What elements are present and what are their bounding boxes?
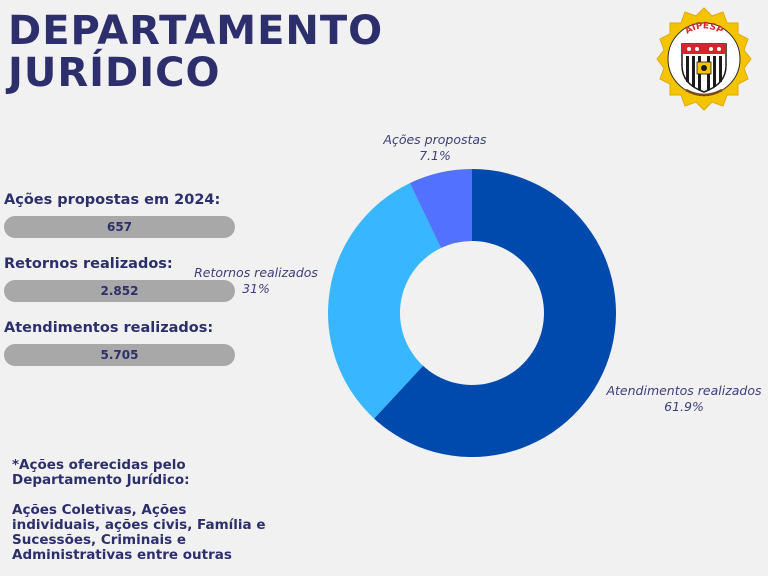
stat-value: 2.852 — [4, 280, 235, 302]
page-title-line2: JURÍDICO — [8, 50, 221, 96]
page-title-line1: DEPARTAMENTO — [8, 8, 384, 54]
slice-percent-label: 31% — [242, 281, 270, 296]
aipesp-logo: AIPESP — [656, 7, 752, 111]
stat-atendimentos: Atendimentos realizados: 5.705 — [4, 320, 235, 366]
donut-slice-1 — [374, 169, 616, 457]
services-note: *Ações oferecidas pelo Departamento Jurí… — [12, 458, 272, 563]
slice-percent-label: 7.1% — [419, 148, 451, 163]
stat-value: 5.705 — [4, 344, 235, 366]
stat-retornos: Retornos realizados: 2.852 — [4, 256, 235, 302]
stat-label: Ações propostas em 2024: — [4, 192, 221, 208]
stat-label: Atendimentos realizados: — [4, 320, 214, 336]
stat-acoes-propostas: Ações propostas em 2024: 657 — [4, 192, 235, 238]
slice-name-label: Ações propostas — [382, 132, 487, 147]
logo-text: AIPESP — [683, 21, 724, 36]
note-body: Ações Coletivas, Ações individuais, açõe… — [12, 502, 266, 563]
stat-value: 657 — [4, 216, 235, 238]
donut-hole — [400, 241, 544, 385]
stat-label: Retornos realizados: — [4, 256, 173, 272]
slice-name-label: Retornos realizados — [194, 265, 318, 280]
page-title: DEPARTAMENTO JURÍDICO — [8, 10, 383, 94]
slice-name-label: Atendimentos realizados — [605, 383, 762, 398]
note-title: *Ações oferecidas pelo Departamento Jurí… — [12, 457, 190, 488]
slice-percent-label: 61.9% — [664, 399, 704, 414]
donut-slice-2 — [327, 183, 441, 419]
donut-slice-3 — [409, 169, 472, 249]
